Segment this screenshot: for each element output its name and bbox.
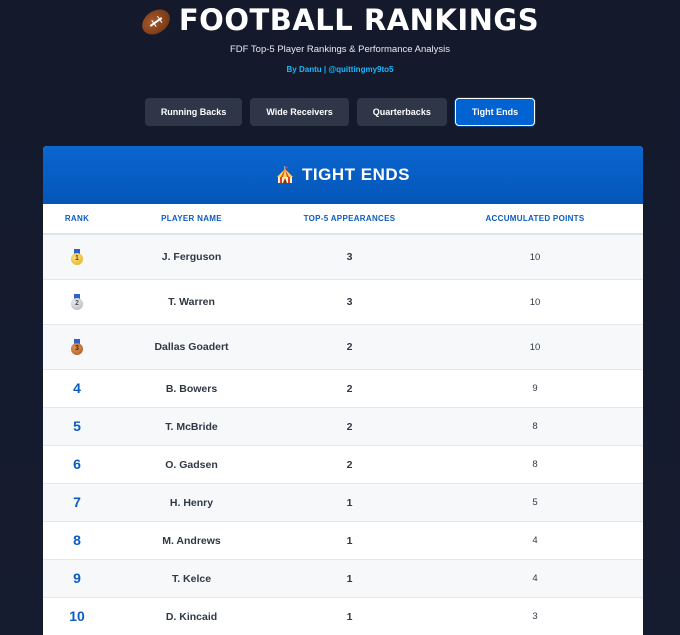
column-header-top5-appearances[interactable]: TOP-5 APPEARANCES bbox=[272, 204, 427, 235]
player-name-cell: J. Ferguson bbox=[111, 234, 272, 280]
appearances-cell: 1 bbox=[272, 483, 427, 522]
points-cell: 10 bbox=[427, 324, 643, 370]
player-name-cell: H. Henry bbox=[111, 483, 272, 522]
table-row: 2 T. Warren 3 10 bbox=[43, 279, 643, 325]
medal-ribbon bbox=[74, 338, 80, 344]
points-cell: 10 bbox=[427, 234, 643, 280]
table-row: 9 T. Kelce 1 4 bbox=[43, 559, 643, 598]
points-cell: 8 bbox=[427, 407, 643, 446]
points-cell: 4 bbox=[427, 521, 643, 560]
points-cell: 3 bbox=[427, 597, 643, 635]
card-title: TIGHT ENDS bbox=[302, 165, 410, 184]
circus-tent-icon bbox=[276, 166, 294, 184]
rank-number: 6 bbox=[73, 455, 81, 472]
rankings-card: TIGHT ENDS RANK PLAYER NAME TOP-5 APPEAR… bbox=[43, 146, 643, 635]
table-row: 1 J. Ferguson 3 10 bbox=[43, 234, 643, 280]
table-row: 3 Dallas Goadert 2 10 bbox=[43, 324, 643, 370]
appearances-cell: 2 bbox=[272, 324, 427, 370]
table-row: 10 D. Kincaid 1 3 bbox=[43, 597, 643, 635]
appearances-cell: 2 bbox=[272, 445, 427, 484]
rank-number: 5 bbox=[73, 417, 81, 434]
medal-rank-number: 3 bbox=[71, 342, 83, 355]
points-cell: 10 bbox=[427, 279, 643, 325]
player-name-cell: D. Kincaid bbox=[111, 597, 272, 635]
player-name-cell: M. Andrews bbox=[111, 521, 272, 560]
appearances-cell: 3 bbox=[272, 279, 427, 325]
card-header: TIGHT ENDS bbox=[43, 146, 643, 204]
points-cell: 5 bbox=[427, 483, 643, 522]
rank-cell: 2 bbox=[43, 279, 111, 325]
medal-ribbon bbox=[74, 248, 80, 254]
appearances-cell: 2 bbox=[272, 369, 427, 408]
page-title: FOOTBALL RANKINGS bbox=[0, 2, 680, 40]
player-name-cell: O. Gadsen bbox=[111, 445, 272, 484]
medal-rank-number: 2 bbox=[71, 297, 83, 310]
player-name-cell: T. Kelce bbox=[111, 559, 272, 598]
points-cell: 8 bbox=[427, 445, 643, 484]
appearances-cell: 2 bbox=[272, 407, 427, 446]
rank-cell: 3 bbox=[43, 324, 111, 370]
points-cell: 4 bbox=[427, 559, 643, 598]
rank-cell: 8 bbox=[43, 521, 111, 560]
table-row: 6 O. Gadsen 2 8 bbox=[43, 445, 643, 484]
appearances-cell: 1 bbox=[272, 559, 427, 598]
rank-cell: 5 bbox=[43, 407, 111, 446]
medal-rank-number: 1 bbox=[71, 252, 83, 265]
tab-wide-receivers[interactable]: Wide Receivers bbox=[250, 98, 349, 126]
tab-quarterbacks[interactable]: Quarterbacks bbox=[356, 98, 447, 126]
column-header-player-name[interactable]: PLAYER NAME bbox=[111, 204, 272, 235]
column-header-rank[interactable]: RANK bbox=[43, 204, 111, 235]
bronze-medal-icon: 3 bbox=[71, 338, 83, 355]
player-name-cell: T. McBride bbox=[111, 407, 272, 446]
table-row: 8 M. Andrews 1 4 bbox=[43, 521, 643, 560]
points-cell: 9 bbox=[427, 369, 643, 408]
column-header-accumulated-points[interactable]: ACCUMULATED POINTS bbox=[427, 204, 643, 235]
rank-number: 7 bbox=[73, 493, 81, 510]
medal-ribbon bbox=[74, 293, 80, 299]
appearances-cell: 3 bbox=[272, 234, 427, 280]
rank-cell: 4 bbox=[43, 369, 111, 408]
page-subtitle: FDF Top-5 Player Rankings & Performance … bbox=[230, 44, 450, 55]
tab-tight-ends[interactable]: Tight Ends bbox=[454, 98, 536, 126]
rankings-body: 1 J. Ferguson 3 10 2 T. Warren 3 10 3 Dallas Goad… bbox=[43, 234, 643, 635]
table-row: 7 H. Henry 1 5 bbox=[43, 483, 643, 522]
rank-cell: 6 bbox=[43, 445, 111, 484]
rank-cell: 1 bbox=[43, 234, 111, 280]
gold-medal-icon: 1 bbox=[71, 248, 83, 265]
appearances-cell: 1 bbox=[272, 521, 427, 560]
rank-number: 8 bbox=[73, 531, 81, 548]
author-byline: By Dantu | @quittingmy9to5 bbox=[286, 65, 394, 74]
rank-number: 10 bbox=[69, 607, 85, 624]
rank-cell: 7 bbox=[43, 483, 111, 522]
silver-medal-icon: 2 bbox=[71, 293, 83, 310]
player-name-cell: T. Warren bbox=[111, 279, 272, 325]
rank-cell: 9 bbox=[43, 559, 111, 598]
player-name-cell: B. Bowers bbox=[111, 369, 272, 408]
rank-number: 9 bbox=[73, 569, 81, 586]
page-title-text: FOOTBALL RANKINGS bbox=[178, 3, 540, 37]
player-name-cell: Dallas Goadert bbox=[111, 324, 272, 370]
rank-number: 4 bbox=[73, 379, 81, 396]
appearances-cell: 1 bbox=[272, 597, 427, 635]
rankings-table: RANK PLAYER NAME TOP-5 APPEARANCES ACCUM… bbox=[43, 204, 643, 635]
american-football-icon bbox=[137, 4, 175, 40]
table-row: 5 T. McBride 2 8 bbox=[43, 407, 643, 446]
tab-running-backs[interactable]: Running Backs bbox=[144, 98, 243, 126]
position-tabs: Running Backs Wide Receivers Quarterback… bbox=[0, 98, 680, 126]
table-row: 4 B. Bowers 2 9 bbox=[43, 369, 643, 408]
rank-cell: 10 bbox=[43, 597, 111, 635]
